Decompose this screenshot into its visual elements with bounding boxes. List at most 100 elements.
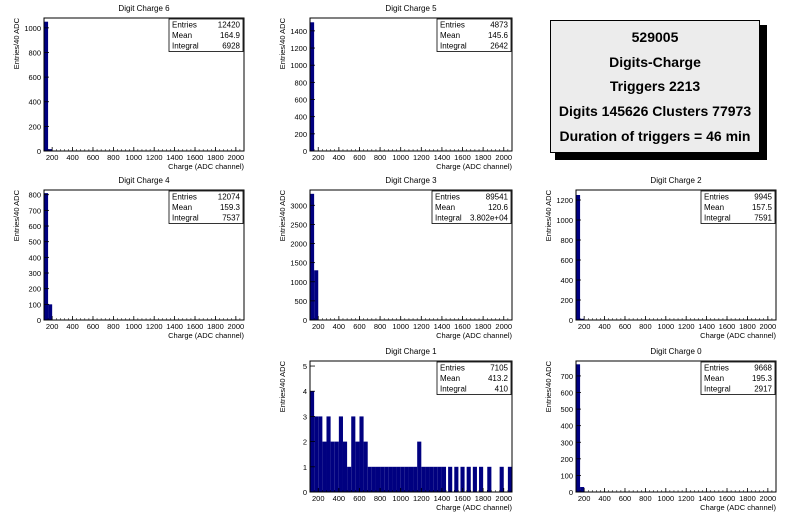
histogram-bar (487, 466, 492, 492)
x-tick-label: 800 (107, 153, 120, 162)
y-tick-label: 500 (294, 297, 307, 306)
histogram-bar (326, 416, 331, 492)
x-tick-label: 1400 (434, 494, 451, 503)
y-tick-label: 600 (28, 222, 41, 231)
x-tick-label: 1600 (454, 153, 471, 162)
histogram-bar (580, 318, 585, 320)
x-tick-label: 1200 (413, 322, 430, 331)
x-tick-label: 2000 (495, 494, 512, 503)
plot-frame (575, 360, 777, 493)
y-tick-label: 5 (303, 362, 307, 371)
stats-value: 195.3 (752, 374, 773, 383)
stats-value: 164.9 (220, 31, 241, 40)
y-tick-label: 100 (28, 300, 41, 309)
y-tick-label: 2000 (290, 240, 307, 249)
x-axis-label: Charge (ADC channel) (168, 162, 244, 171)
x-tick-label: 1400 (698, 322, 715, 331)
stats-box-frame (436, 361, 512, 395)
run-triggers: Triggers 2213 (609, 78, 701, 95)
x-tick-label: 1000 (657, 494, 674, 503)
x-tick-label: 1000 (392, 153, 409, 162)
stats-label: Integral (440, 385, 467, 394)
x-tick-label: 1200 (146, 322, 163, 331)
histogram-title: Digit Charge 2 (650, 176, 702, 185)
stats-value: 7591 (754, 214, 772, 223)
y-tick-label: 1000 (24, 24, 41, 33)
stats-label: Integral (704, 385, 731, 394)
x-tick-label: 600 (619, 494, 632, 503)
histogram-bar (48, 304, 53, 320)
x-tick-label: 1200 (678, 494, 695, 503)
x-tick-label: 1000 (125, 322, 142, 331)
histogram-bar (342, 441, 348, 492)
x-tick-label: 600 (87, 322, 100, 331)
x-axis-label: Charge (ADC channel) (436, 503, 512, 512)
histogram-bar (338, 416, 343, 492)
y-tick-label: 1000 (290, 278, 307, 287)
histogram-bar (388, 466, 393, 492)
stats-label: Integral (172, 42, 199, 51)
histogram-bar (355, 441, 360, 492)
y-axis-label: Entries/40 ADC (278, 189, 287, 241)
histogram-bar (371, 466, 376, 492)
x-tick-label: 400 (333, 153, 346, 162)
y-tick-label: 0 (37, 316, 41, 325)
y-tick-label: 200 (560, 296, 573, 305)
y-tick-label: 400 (560, 276, 573, 285)
y-tick-label: 0 (37, 147, 41, 156)
x-axis-label: Charge (ADC channel) (700, 503, 776, 512)
x-tick-label: 1600 (454, 322, 471, 331)
histogram-bar (322, 441, 327, 492)
histogram-pad: Digit Charge 6 200 400 600 800 1000 1200 1400 16… (12, 4, 245, 171)
plot-frame (43, 189, 245, 321)
x-axis-label: Charge (ADC channel) (700, 331, 776, 340)
stats-label: Mean (172, 31, 192, 40)
x-tick-label: 1800 (207, 153, 224, 162)
y-axis-label: Entries/40 ADC (12, 17, 21, 69)
histogram-bar (375, 466, 381, 492)
x-tick-label: 600 (619, 322, 632, 331)
x-tick-label: 800 (639, 494, 652, 503)
stats-label: Mean (704, 374, 724, 383)
histogram-bar (310, 193, 315, 320)
x-tick-label: 400 (333, 494, 346, 503)
histogram-title: Digit Charge 1 (385, 347, 437, 356)
stats-box-frame (168, 190, 244, 224)
stats-label: Mean (440, 374, 460, 383)
run-duration: Duration of triggers = 46 min (559, 127, 751, 144)
x-axis-label: Charge (ADC channel) (168, 331, 244, 340)
histogram-bar (576, 364, 581, 492)
y-tick-label: 2500 (290, 220, 307, 229)
x-tick-label: 800 (107, 322, 120, 331)
stats-box: Entries 9668 Mean 195.3 Integral 2917 (700, 361, 776, 395)
x-tick-label: 1200 (413, 153, 430, 162)
x-tick-label: 1800 (475, 494, 492, 503)
y-tick-label: 1200 (290, 44, 307, 53)
y-tick-label: 600 (28, 73, 41, 82)
x-tick-label: 600 (87, 153, 100, 162)
stats-value: 3.802e+04 (470, 214, 509, 223)
histogram-bar (441, 466, 447, 492)
y-tick-label: 400 (294, 113, 307, 122)
histogram-title: Digit Charge 4 (118, 176, 170, 185)
x-tick-label: 400 (598, 494, 611, 503)
x-tick-label: 400 (66, 153, 79, 162)
y-tick-label: 3 (303, 412, 307, 421)
stats-label: Entries (440, 364, 465, 373)
y-tick-label: 1000 (290, 61, 307, 70)
y-tick-label: 1200 (556, 196, 573, 205)
y-tick-label: 3000 (290, 201, 307, 210)
y-axis-label: Entries/40 ADC (278, 17, 287, 69)
stats-value: 12074 (218, 193, 241, 202)
histogram-bar (466, 466, 471, 492)
stats-label: Entries (172, 193, 197, 202)
y-tick-label: 800 (28, 48, 41, 57)
x-tick-label: 1400 (434, 322, 451, 331)
histogram-bar (580, 487, 585, 492)
x-tick-label: 400 (598, 322, 611, 331)
histogram-bar (359, 416, 364, 492)
histogram-bar (507, 466, 512, 492)
histogram-bar (310, 22, 315, 151)
stats-label: Mean (704, 203, 724, 212)
